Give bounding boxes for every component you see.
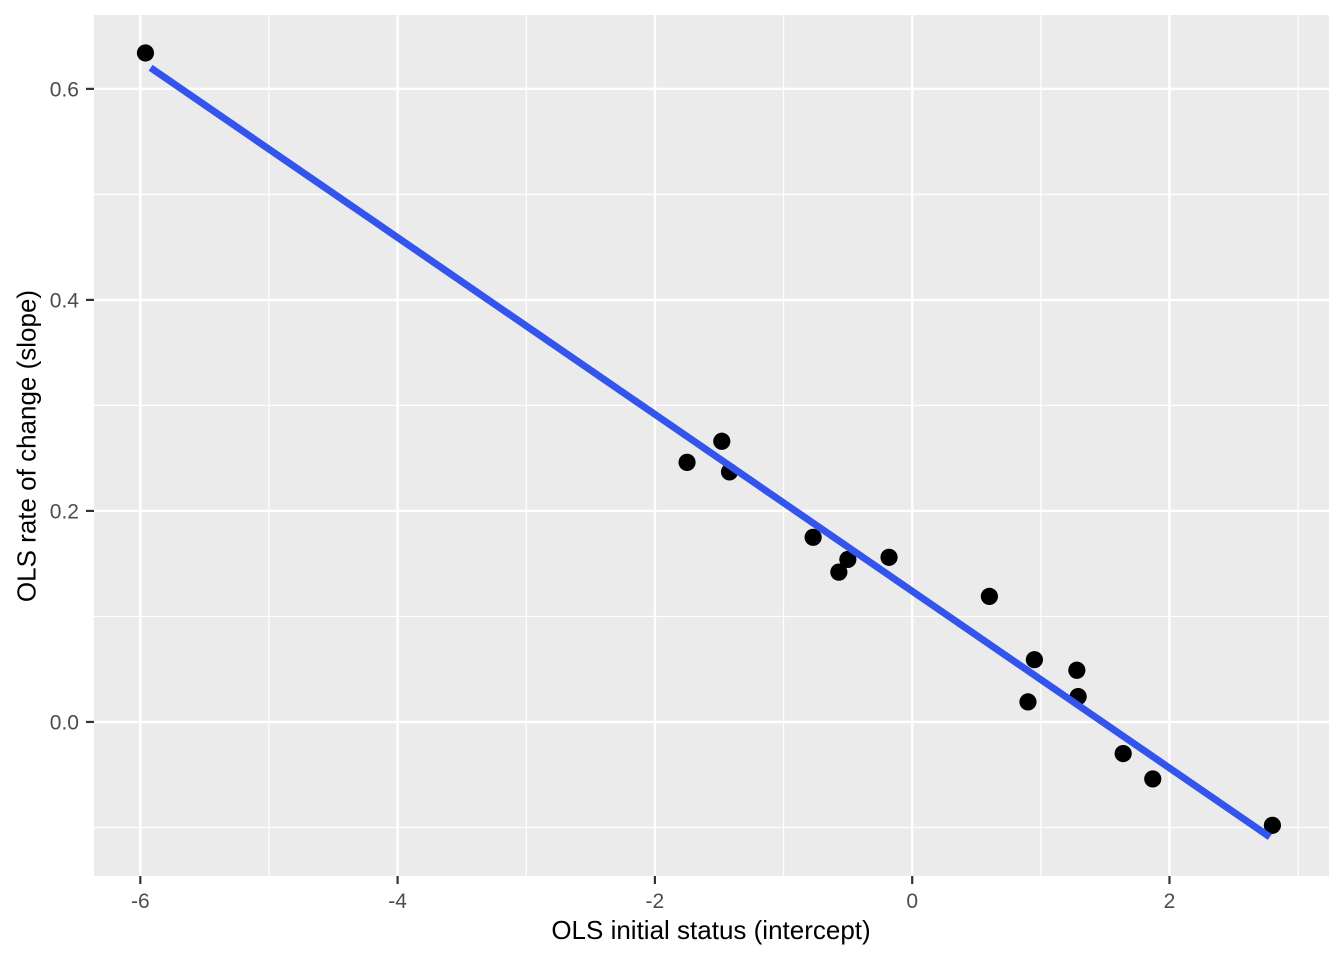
- y-axis-title: OLS rate of change (slope): [11, 289, 42, 603]
- scatter-point: [1263, 816, 1281, 834]
- scatter-point: [830, 563, 848, 581]
- y-tick-label: 0.0: [50, 711, 79, 734]
- scatter-point: [1068, 661, 1086, 679]
- y-tick-label: 0.4: [50, 289, 80, 312]
- scatter-point: [1019, 693, 1037, 711]
- scatter-point: [980, 587, 998, 605]
- scatter-point: [678, 453, 696, 471]
- scatter-point: [1144, 770, 1162, 788]
- x-axis-title: OLS initial status (intercept): [551, 915, 871, 945]
- scatter-point: [1025, 651, 1044, 669]
- y-tick-label: 0.2: [50, 500, 79, 523]
- trend-line: [148, 64, 1272, 840]
- x-tick-label: 0: [906, 890, 918, 913]
- scatter-point: [136, 44, 155, 62]
- x-tick-label: 2: [1164, 890, 1176, 913]
- scatter-point: [804, 528, 822, 546]
- x-tick-label: -2: [646, 890, 665, 913]
- x-tick-label: -6: [131, 890, 150, 913]
- y-tick-label: 0.6: [50, 78, 79, 101]
- x-tick-label: -4: [388, 890, 407, 913]
- scatter-point: [713, 432, 731, 450]
- scatter-point: [880, 548, 898, 566]
- scatter-point: [839, 550, 857, 569]
- scatter-point: [1114, 745, 1132, 763]
